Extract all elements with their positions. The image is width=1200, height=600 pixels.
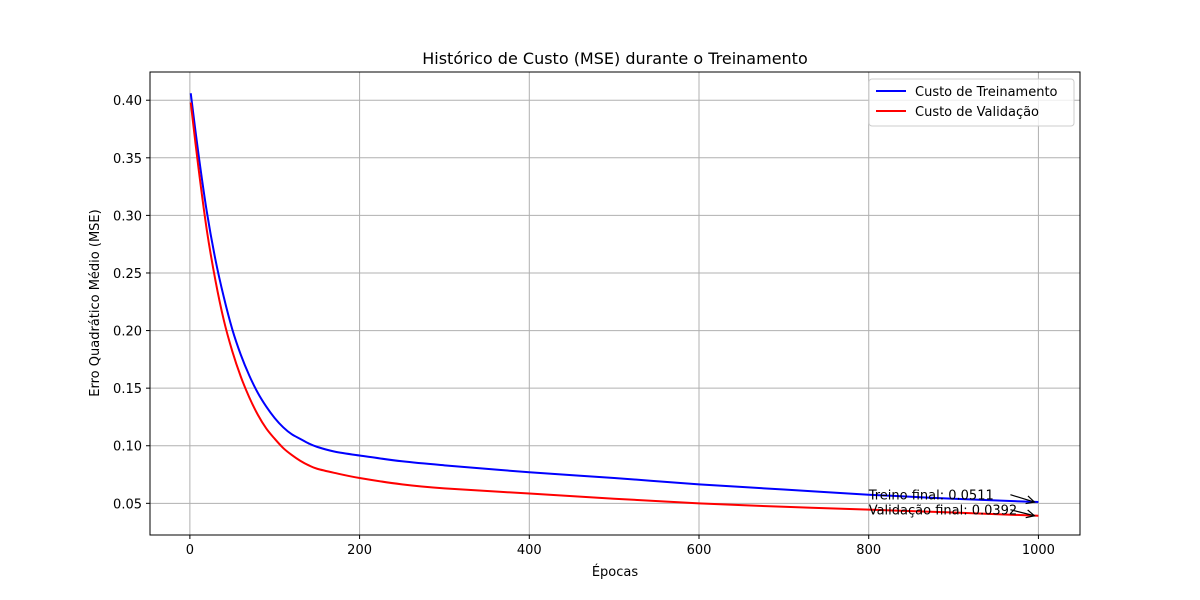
y-tick-label: 0.10 <box>113 440 142 455</box>
y-axis-label: Erro Quadrático Médio (MSE) <box>88 209 103 396</box>
ticks: 0 200 400 600 800 1000 0.05 0.10 0.15 0.20 0.25 0.3… <box>113 94 1055 558</box>
y-tick-label: 0.25 <box>113 267 142 282</box>
legend-box <box>868 78 1075 127</box>
x-tick-label: 600 <box>687 543 712 558</box>
plot-frame <box>149 71 1081 536</box>
annotation-text: Validação final: 0.0392 <box>869 504 1018 519</box>
series-group <box>189 93 1039 517</box>
annotation-text: Treino final: 0.0511 <box>868 489 994 504</box>
x-tick-label: 200 <box>347 543 372 558</box>
x-axis-label: Épocas <box>592 564 639 580</box>
y-tick-label: 0.20 <box>113 325 142 340</box>
x-tick-label: 800 <box>856 543 881 558</box>
y-tick-label: 0.30 <box>113 209 142 224</box>
y-tick-label: 0.40 <box>113 94 142 109</box>
annotation-arrowhead <box>1025 509 1036 519</box>
y-tick-label: 0.15 <box>113 382 142 397</box>
y-tick-label: 0.05 <box>113 497 142 512</box>
legend: Custo de Treinamento Custo de Validação <box>868 78 1075 127</box>
grid <box>150 72 1080 535</box>
annotation-arrow <box>1010 494 1035 503</box>
x-tick-label: 1000 <box>1022 543 1055 558</box>
x-tick-label: 400 <box>517 543 542 558</box>
legend-label-validacao: Custo de Validação <box>915 105 1039 120</box>
legend-label-treinamento: Custo de Treinamento <box>915 85 1058 100</box>
series-line-treinamento <box>189 93 1039 504</box>
x-tick-label: 0 <box>186 543 194 558</box>
annotation-arrow <box>1010 509 1035 517</box>
annotation-arrowhead <box>1025 495 1036 505</box>
y-tick-label: 0.35 <box>113 152 142 167</box>
chart-title: Histórico de Custo (MSE) durante o Trein… <box>422 49 808 68</box>
series-line-validacao <box>189 102 1039 517</box>
